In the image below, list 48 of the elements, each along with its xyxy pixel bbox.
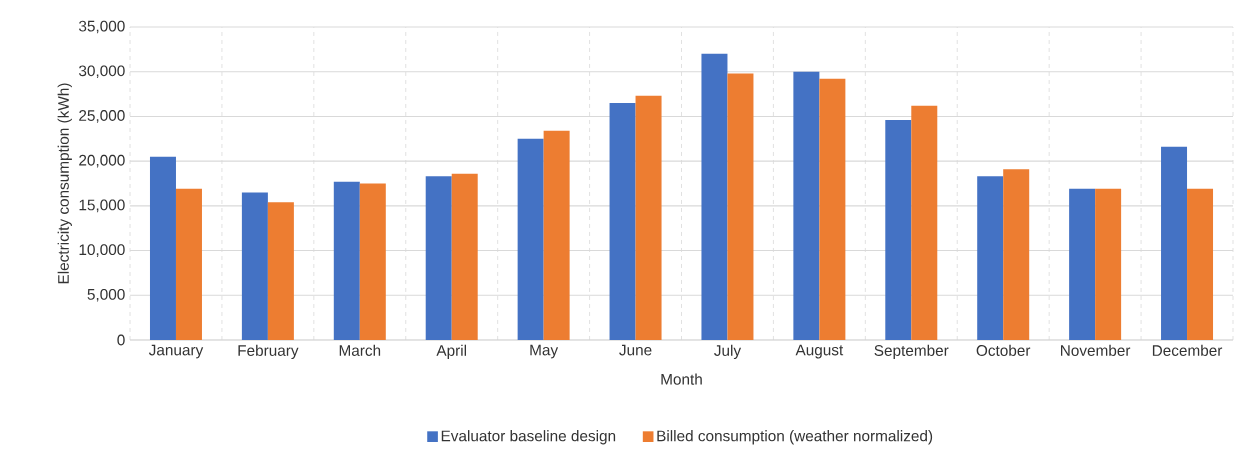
bar	[1161, 146, 1188, 340]
bar	[977, 176, 1004, 340]
bar	[885, 120, 912, 340]
y-tick-label: 25,000	[79, 110, 125, 123]
x-tick-label: June	[619, 344, 652, 356]
bar	[175, 188, 202, 340]
bar	[701, 53, 728, 340]
bar	[1003, 169, 1030, 340]
x-axis-title: Month	[661, 373, 702, 385]
legend-label: Billed consumption (weather normalized)	[657, 430, 933, 445]
x-tick-label: July	[714, 344, 742, 359]
bar	[425, 176, 452, 340]
bar	[609, 103, 636, 340]
bar	[267, 202, 294, 340]
x-tick-label: October	[976, 344, 1031, 356]
y-tick-label: 35,000	[78, 20, 125, 34]
bar	[149, 156, 176, 340]
bar	[911, 105, 938, 340]
y-tick-label: 30,000	[78, 65, 125, 79]
bar	[359, 183, 386, 340]
bar	[1187, 188, 1214, 340]
y-tick-label: 10,000	[79, 244, 125, 257]
bar	[793, 71, 820, 340]
y-tick-label: 5,000	[87, 288, 125, 302]
bar	[819, 78, 846, 340]
x-tick-label: January	[148, 344, 204, 359]
legend-label: Evaluator baseline design	[441, 430, 616, 445]
bar	[241, 192, 268, 340]
y-tick-label: 15,000	[79, 199, 125, 213]
bar	[451, 173, 478, 340]
bar	[333, 181, 360, 340]
bar	[1069, 188, 1096, 340]
bar	[1095, 188, 1122, 340]
x-tick-label: December	[1152, 344, 1223, 356]
x-tick-label: August	[795, 344, 844, 359]
x-tick-label: March	[339, 344, 381, 356]
bar	[543, 130, 570, 340]
bar	[727, 73, 754, 340]
x-tick-label: November	[1061, 344, 1131, 356]
bar	[517, 138, 544, 340]
x-tick-label: May	[530, 344, 559, 359]
bar	[635, 95, 662, 340]
x-tick-label: April	[436, 344, 467, 359]
y-axis-title: Electricity consumption (kWh)	[57, 83, 72, 284]
y-tick-label: 20,000	[79, 154, 125, 168]
x-tick-label: February	[238, 344, 299, 359]
x-tick-label: September	[874, 344, 949, 359]
y-tick-label: 0	[117, 334, 125, 346]
